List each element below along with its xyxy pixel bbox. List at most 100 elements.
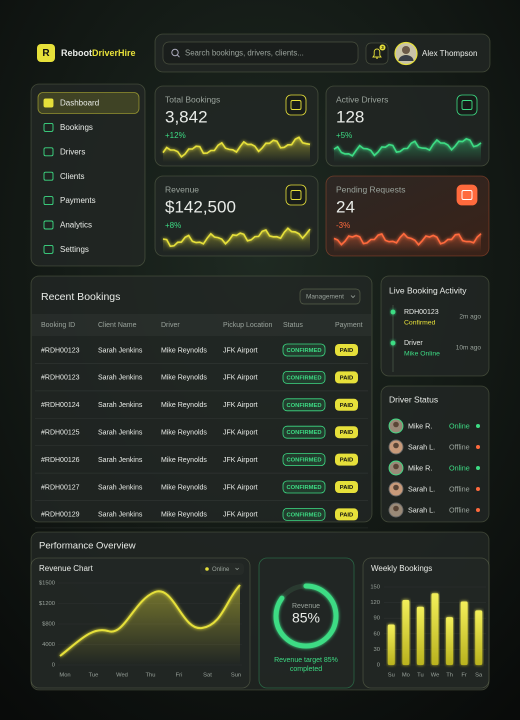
payment: PAID bbox=[340, 512, 353, 518]
stat-value: $142,500 bbox=[165, 197, 236, 216]
status-pill bbox=[282, 370, 326, 384]
driver-name: Sarah L. bbox=[408, 484, 435, 493]
cell: Mike Reynolds bbox=[161, 402, 207, 409]
filter-dropdown[interactable] bbox=[299, 288, 361, 305]
cell: #RDH00127 bbox=[41, 484, 80, 491]
x-tick-label: Th bbox=[446, 673, 453, 679]
sparkline-area bbox=[163, 228, 310, 252]
cell: Mike Reynolds bbox=[161, 347, 207, 354]
target-panel bbox=[258, 557, 355, 689]
timeline-dot bbox=[390, 340, 396, 346]
x-label: Thu bbox=[146, 673, 156, 679]
payment-pill bbox=[335, 508, 358, 521]
stat-card bbox=[325, 175, 490, 257]
chevron bbox=[235, 567, 239, 571]
stat-change: +8% bbox=[165, 221, 181, 230]
filter-label: Management bbox=[306, 294, 344, 301]
panel-title: Driver Status bbox=[389, 394, 438, 404]
cell: Sarah Jenkins bbox=[98, 402, 143, 409]
stat-icon-glyph bbox=[290, 100, 302, 110]
nav-active[interactable] bbox=[37, 92, 140, 114]
bell-icon bbox=[372, 48, 382, 59]
panel-title: Performance Overview bbox=[39, 541, 136, 552]
column-header: Driver bbox=[161, 322, 180, 329]
status-pill bbox=[282, 453, 326, 467]
nav-icon bbox=[43, 244, 54, 254]
gauge-label: Revenue bbox=[292, 603, 320, 610]
search-field[interactable] bbox=[162, 41, 359, 65]
cell: Mike Reynolds bbox=[161, 512, 207, 519]
nav-item[interactable]: Bookings bbox=[60, 123, 93, 132]
cell: Sarah Jenkins bbox=[98, 457, 143, 464]
panel-title: Recent Bookings bbox=[41, 291, 120, 303]
status: CONFIRMED bbox=[286, 512, 321, 518]
sparkline bbox=[333, 232, 482, 247]
driver-name: Sarah L. bbox=[408, 505, 435, 514]
chart-title: Revenue Chart bbox=[39, 564, 94, 573]
cell: JFK Airport bbox=[223, 430, 258, 437]
revenue-area bbox=[60, 585, 240, 665]
column-header: Status bbox=[283, 322, 303, 329]
payment: PAID bbox=[340, 375, 353, 381]
payment: PAID bbox=[340, 348, 353, 354]
avatar-head bbox=[393, 442, 399, 449]
cell: #RDH00123 bbox=[41, 347, 80, 354]
notification-count: 3 bbox=[381, 45, 384, 50]
cell: JFK Airport bbox=[223, 512, 258, 519]
avatar-head bbox=[402, 46, 410, 54]
payment: PAID bbox=[340, 430, 353, 436]
gauge-caption: Revenue target 85% bbox=[274, 657, 338, 664]
status-dot bbox=[476, 487, 480, 491]
status-pill bbox=[282, 480, 326, 494]
stat-icon bbox=[285, 184, 307, 206]
cell: Mike Reynolds bbox=[161, 484, 207, 491]
table-header-band bbox=[32, 314, 371, 336]
bar bbox=[475, 610, 483, 665]
nav-icon bbox=[43, 147, 54, 157]
avatar-head bbox=[393, 505, 399, 512]
status: CONFIRMED bbox=[286, 430, 321, 436]
x-tick-label: Su bbox=[388, 673, 395, 679]
nav-item[interactable]: Clients bbox=[60, 172, 84, 181]
stat-label: Revenue bbox=[165, 184, 199, 194]
status-pill bbox=[282, 398, 326, 412]
y-tick-label: 30 bbox=[374, 647, 380, 653]
status-dot bbox=[476, 424, 480, 428]
gauge-arc bbox=[273, 583, 339, 649]
x-tick-label: We bbox=[431, 673, 440, 679]
nav-icon bbox=[43, 98, 54, 108]
sparkline bbox=[162, 227, 311, 248]
sparkline-area bbox=[163, 137, 310, 162]
nav-item[interactable]: Dashboard bbox=[60, 99, 99, 108]
x-label: Wed bbox=[116, 673, 128, 679]
nav-item[interactable]: Settings bbox=[60, 245, 89, 254]
bar bbox=[446, 617, 454, 665]
driver-status: Offline bbox=[449, 442, 470, 451]
chart-filter[interactable] bbox=[200, 563, 244, 575]
payment-pill bbox=[335, 344, 358, 356]
status: CONFIRMED bbox=[286, 458, 321, 464]
x-tick-label: Fr bbox=[461, 673, 467, 679]
nav: Dashboard Bookings Drivers Clients Payments A… bbox=[37, 92, 140, 254]
bar bbox=[460, 601, 468, 665]
nav-item[interactable]: Drivers bbox=[60, 147, 85, 156]
stat-change: +5% bbox=[336, 131, 352, 140]
nav-icon bbox=[43, 220, 54, 230]
payment-pill bbox=[335, 371, 358, 384]
brand: RebootDriverHire bbox=[61, 48, 136, 58]
status: CONFIRMED bbox=[286, 375, 321, 381]
payment: PAID bbox=[340, 458, 353, 464]
sparkline bbox=[333, 137, 482, 157]
x-tick-label: Mo bbox=[402, 673, 410, 679]
x-label: Tue bbox=[89, 673, 99, 679]
stat-icon bbox=[456, 94, 478, 116]
cell: JFK Airport bbox=[223, 484, 258, 491]
notification-badge bbox=[379, 44, 386, 51]
y-label: $800 bbox=[42, 622, 55, 628]
nav-item[interactable]: Payments bbox=[60, 196, 96, 205]
nav-item[interactable]: Analytics bbox=[60, 221, 92, 230]
bar bbox=[416, 606, 424, 665]
y-label: $1500 bbox=[39, 581, 55, 587]
stat-change: +12% bbox=[165, 131, 186, 140]
status-pill bbox=[282, 343, 326, 357]
